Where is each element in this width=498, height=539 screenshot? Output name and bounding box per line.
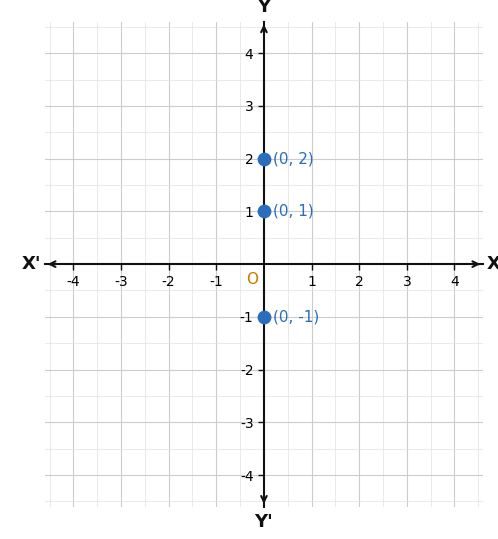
Point: [260, 207, 268, 216]
Text: (0, -1): (0, -1): [272, 309, 319, 324]
Text: O: O: [246, 272, 258, 287]
Text: Y: Y: [257, 0, 270, 16]
Text: Y': Y': [254, 513, 273, 531]
Text: (0, 2): (0, 2): [272, 151, 313, 166]
Text: X': X': [21, 255, 41, 273]
Text: X: X: [487, 255, 498, 273]
Text: (0, 1): (0, 1): [272, 204, 313, 219]
Point: [260, 313, 268, 321]
Point: [260, 154, 268, 163]
